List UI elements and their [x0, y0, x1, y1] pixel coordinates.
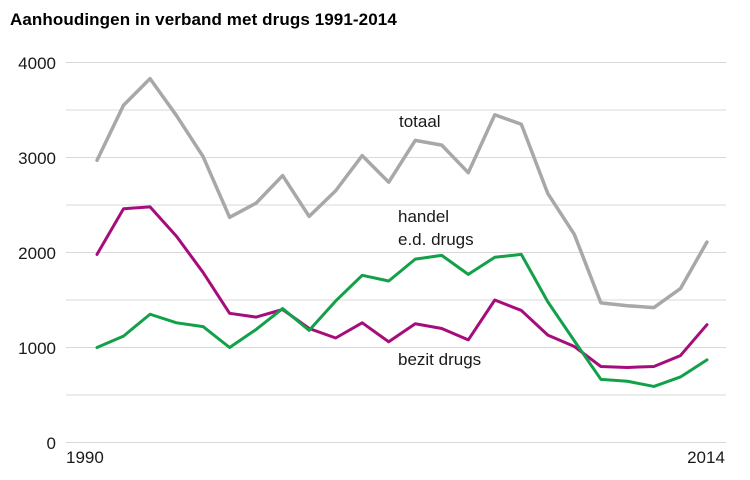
y-axis-tick-label: 3000: [18, 148, 56, 168]
y-axis-tick-label: 4000: [18, 53, 56, 73]
chart-title: Aanhoudingen in verband met drugs 1991-2…: [10, 10, 397, 29]
series-line-totaal: [95, 76, 709, 310]
x-axis-tick-label: 2014: [687, 448, 725, 467]
series-line-handel-e-d-drugs: [95, 252, 709, 388]
x-axis-tick-label: 1990: [66, 448, 104, 467]
series-annotation-totaal: totaal: [399, 112, 441, 131]
y-axis-tick-label: 2000: [18, 243, 56, 263]
series-annotation-handel-ed-drugs: handel e.d. drugs: [398, 207, 474, 249]
series-annotation-bezit-drugs: bezit drugs: [398, 350, 482, 369]
y-axis-tick-label: 0: [46, 433, 56, 453]
series-line-bezit-drugs: [95, 205, 709, 369]
y-axis-tick-label: 1000: [18, 338, 56, 358]
